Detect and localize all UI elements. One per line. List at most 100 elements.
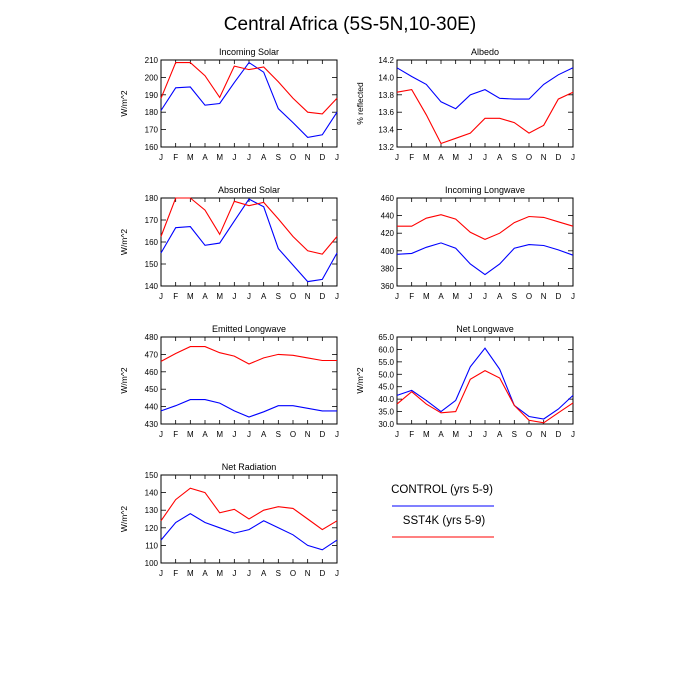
y-tick-label: 130 [145,506,159,515]
y-tick-label: 480 [145,333,159,342]
x-tick-label: N [305,153,311,162]
x-tick-label: F [173,153,178,162]
plot-frame [160,336,338,425]
y-axis-label: W/m^2 [119,506,129,532]
x-tick-label: M [216,569,223,578]
series-line-sst4k [160,62,338,115]
x-tick-label: N [541,292,547,301]
panel-title: Net Radiation [222,462,277,472]
x-tick-label: M [423,153,430,162]
x-tick-label: J [159,292,163,301]
y-tick-label: 170 [145,126,159,135]
x-tick-label: A [261,430,267,439]
y-tick-label: 210 [145,56,159,65]
x-tick-label: N [541,430,547,439]
x-tick-label: J [247,430,251,439]
x-tick-label: O [290,292,296,301]
x-tick-label: N [305,569,311,578]
y-tick-label: 50.0 [378,370,394,379]
x-tick-label: J [335,292,339,301]
x-tick-label: O [290,569,296,578]
x-tick-label: M [452,430,459,439]
x-tick-label: M [216,292,223,301]
series-line-control [396,242,574,276]
x-tick-label: J [232,569,236,578]
y-tick-label: 55.0 [378,358,394,367]
x-tick-label: D [555,153,561,162]
series-line-control [160,399,337,418]
x-tick-label: J [468,430,472,439]
x-tick-label: M [452,292,459,301]
x-tick-label: S [512,430,517,439]
x-tick-label: A [438,153,444,162]
x-tick-label: S [276,153,281,162]
x-tick-label: J [159,430,163,439]
series-line-sst4k [160,487,338,531]
series-line-control [160,198,338,283]
x-tick-label: A [438,292,444,301]
y-tick-label: 160 [145,238,159,247]
x-tick-label: A [202,153,208,162]
x-tick-label: F [173,430,178,439]
x-tick-label: J [483,292,487,301]
y-tick-label: 440 [381,212,395,221]
y-axis-label: W/m^2 [355,367,365,393]
x-tick-label: J [571,430,575,439]
x-tick-label: O [526,292,532,301]
x-tick-label: J [395,153,399,162]
x-tick-label: F [173,292,178,301]
series-line-control [396,347,574,420]
y-tick-label: 35.0 [378,408,394,417]
x-tick-label: J [335,153,339,162]
y-tick-label: 160 [145,143,159,152]
panel-title: Emitted Longwave [212,324,286,334]
y-axis-label: % reflected [355,82,365,125]
plot-frame [396,59,574,148]
x-tick-label: D [555,292,561,301]
x-tick-label: J [335,569,339,578]
series-line-sst4k [396,88,574,145]
legend: CONTROL (yrs 5-9) SST4K (yrs 5-9) [391,484,494,538]
series-line-sst4k [396,369,574,424]
y-tick-label: 420 [381,229,395,238]
x-tick-label: F [409,153,414,162]
x-tick-label: D [319,430,325,439]
x-tick-label: S [512,292,517,301]
y-tick-label: 430 [145,420,159,429]
y-tick-label: 170 [145,216,159,225]
x-tick-label: A [497,430,503,439]
series-line-control [160,61,338,138]
x-tick-label: D [319,569,325,578]
x-tick-label: A [438,430,444,439]
y-tick-label: 140 [145,489,159,498]
series-line-sst4k [160,346,337,365]
y-tick-label: 460 [145,368,159,377]
x-tick-label: M [423,292,430,301]
series-line-sst4k [160,197,338,255]
x-tick-label: A [497,153,503,162]
x-tick-label: S [276,430,281,439]
x-tick-label: J [395,292,399,301]
x-tick-label: O [290,430,296,439]
series-line-sst4k [397,214,574,241]
x-tick-label: M [187,569,194,578]
plot-frame [396,336,574,425]
x-tick-label: D [555,430,561,439]
y-tick-label: 110 [145,541,158,550]
x-tick-label: M [187,153,194,162]
y-tick-label: 440 [145,403,159,412]
x-tick-label: N [305,430,311,439]
x-tick-label: J [159,153,163,162]
x-tick-label: M [216,430,223,439]
x-tick-label: J [571,292,575,301]
y-tick-label: 60.0 [378,345,394,354]
x-tick-label: J [395,430,399,439]
y-axis-label: W/m^2 [119,229,129,255]
x-tick-label: J [247,569,251,578]
y-tick-label: 450 [145,385,159,394]
x-tick-label: J [483,153,487,162]
x-tick-label: N [305,292,311,301]
